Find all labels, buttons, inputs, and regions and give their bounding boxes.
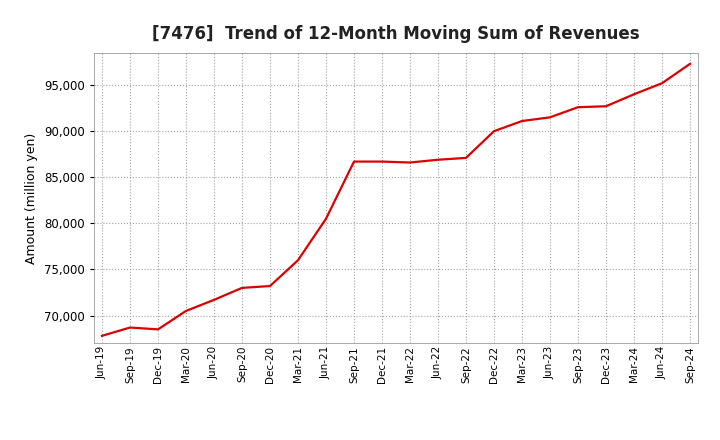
Title: [7476]  Trend of 12-Month Moving Sum of Revenues: [7476] Trend of 12-Month Moving Sum of R… [152,25,640,43]
Y-axis label: Amount (million yen): Amount (million yen) [25,132,38,264]
